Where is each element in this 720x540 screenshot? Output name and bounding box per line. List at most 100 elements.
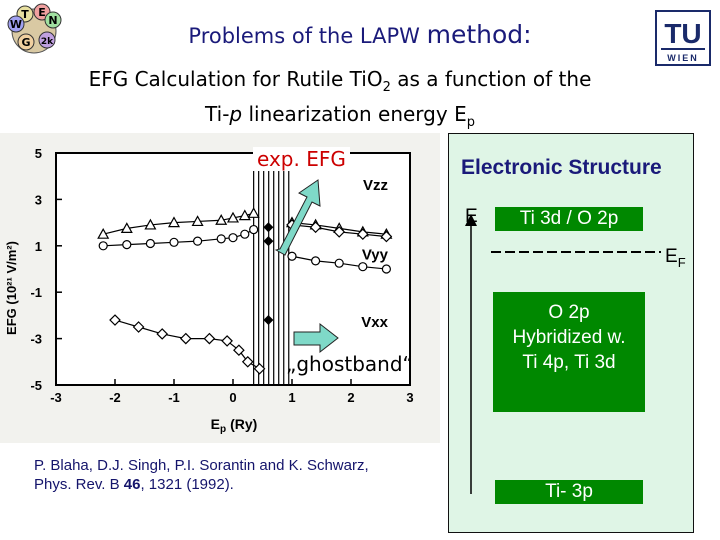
point-vzz — [97, 227, 110, 239]
x-tick-label: 2 — [347, 390, 354, 405]
subtitle-line-1: EFG Calculation for Rutile TiO2 as a fun… — [0, 66, 680, 101]
y-tick-label: -3 — [30, 332, 42, 347]
y-tick-label: 5 — [35, 146, 42, 161]
slide-subtitle: EFG Calculation for Rutile TiO2 as a fun… — [0, 66, 680, 136]
exp-point — [263, 236, 274, 247]
hybrid-line-2: Hybridized w. — [512, 327, 626, 348]
title-method: method: — [426, 20, 532, 49]
point-vxx — [233, 344, 245, 357]
point-vxx — [109, 314, 121, 326]
y-tick-label: 1 — [35, 239, 42, 254]
point-vyy — [311, 256, 321, 266]
x-tick-label: -3 — [50, 390, 62, 405]
point-vyy — [98, 241, 108, 251]
page-title: Problems of the LAPW method: — [0, 20, 720, 49]
point-vzz — [238, 209, 251, 221]
point-vxx — [380, 230, 393, 243]
hybrid-line-3: Ti 4p, Ti 3d — [522, 352, 616, 373]
point-vxx — [132, 321, 145, 333]
subtitle-text-d: linearization energy E — [242, 102, 467, 126]
fermi-sub: F — [677, 254, 686, 270]
wien-logo-text: WIEN — [667, 53, 699, 63]
wien2k-logo: T E W N G 2k — [4, 2, 68, 58]
point-vzz — [226, 211, 240, 223]
logo-letter-t: T — [21, 8, 29, 21]
arrow-exp-icon — [274, 179, 321, 256]
subtitle-text-a: EFG Calculation for Rutile TiO — [88, 67, 383, 91]
point-vyy — [193, 236, 203, 246]
point-vzz — [247, 207, 260, 218]
citation-line-2: Phys. Rev. B 46, 1321 (1992). — [34, 475, 454, 494]
arrow-ghost-icon — [293, 322, 339, 354]
hybrid-line-1: O 2p — [548, 302, 590, 323]
logo-letter-n: N — [48, 14, 57, 27]
point-vzz — [215, 214, 228, 225]
y-tick-label: -1 — [30, 285, 42, 300]
logo-letter-e: E — [38, 6, 46, 19]
point-vyy — [287, 251, 297, 261]
point-vxx — [356, 228, 369, 241]
x-axis-label: Ep (Ry) — [211, 416, 258, 435]
point-vxx — [253, 362, 266, 375]
point-vxx — [156, 328, 169, 340]
point-vyy — [228, 233, 238, 243]
x-tick-label: -1 — [168, 390, 180, 405]
subtitle-italic-p: p — [229, 102, 243, 126]
fermi-label: EF — [665, 246, 686, 270]
y-tick-label: -5 — [30, 378, 42, 393]
point-vyy — [216, 234, 226, 244]
y-tick-label: 3 — [35, 192, 42, 207]
electronic-structure-panel: Electronic Structure E Ti 3d / O 2p EF O… — [448, 133, 694, 533]
citation-line-1: P. Blaha, D.J. Singh, P.I. Sorantin and … — [34, 457, 369, 474]
citation: P. Blaha, D.J. Singh, P.I. Sorantin and … — [34, 456, 454, 494]
logo-letter-g: G — [21, 36, 30, 49]
point-vxx — [179, 332, 192, 345]
point-vyy — [145, 238, 155, 249]
efg-chart-svg: EFG (10²¹ V/m²) Ep (Ry) -3 -2 -1 0 1 2 3 5 3 1 -1 -3… — [4, 146, 414, 435]
point-vyy — [334, 258, 344, 268]
subtitle-text-c: Ti- — [205, 102, 230, 126]
series-label: Vxx — [361, 314, 388, 331]
point-vxx — [203, 332, 216, 345]
title-main: Problems of the LAPW — [188, 24, 420, 48]
point-vzz — [191, 215, 204, 227]
exp-point — [263, 222, 274, 233]
energy-axis-label: E — [465, 206, 478, 227]
subtitle-sub-2: 2 — [382, 80, 391, 95]
citation-journal: Phys. Rev. B — [34, 476, 124, 493]
exp-efg-label: exp. EFG — [253, 147, 350, 171]
point-vxx — [221, 335, 233, 347]
series-label: Vzz — [363, 177, 388, 194]
series-label: Vyy — [362, 247, 389, 264]
fermi-e: E — [665, 246, 678, 267]
x-tick-label: -2 — [109, 390, 121, 405]
exp-point — [263, 315, 274, 326]
level-o2p-hybridized: O 2p Hybridized w. Ti 4p, Ti 3d — [493, 292, 645, 412]
citation-volume: 46 — [123, 476, 141, 493]
point-vxx — [333, 226, 346, 238]
subtitle-text-b: as a function of the — [390, 67, 592, 91]
x-tick-label: 3 — [406, 390, 413, 405]
tu-logo-text: TU — [664, 18, 701, 49]
point-vzz — [120, 222, 133, 234]
point-vyy — [381, 264, 391, 274]
citation-pages: , 1321 (1992). — [140, 476, 234, 493]
ghostband-label: „ghostband“ — [286, 352, 413, 376]
tu-wien-logo: TU WIEN — [655, 10, 711, 66]
point-vzz — [167, 216, 181, 228]
x-tick-label: 0 — [229, 390, 236, 405]
energy-axis — [465, 214, 661, 494]
level-ti3d-o2p: Ti 3d / O 2p — [495, 207, 643, 231]
level-ti3p: Ti- 3p — [495, 480, 643, 504]
subtitle-sub-p: p — [466, 115, 475, 130]
y-axis-label: EFG (10²¹ V/m²) — [4, 241, 19, 335]
subtitle-line-2: Ti-p linearization energy Ep — [0, 101, 680, 136]
point-vyy — [169, 237, 179, 247]
logo-letter-w: W — [10, 18, 22, 31]
point-vxx — [241, 355, 254, 368]
point-vyy — [240, 229, 250, 239]
electronic-structure-title: Electronic Structure — [461, 156, 662, 179]
efg-plot: EFG (10²¹ V/m²) Ep (Ry) -3 -2 -1 0 1 2 3 5 3 1 -1 -3… — [0, 133, 440, 443]
point-vyy — [358, 262, 368, 272]
